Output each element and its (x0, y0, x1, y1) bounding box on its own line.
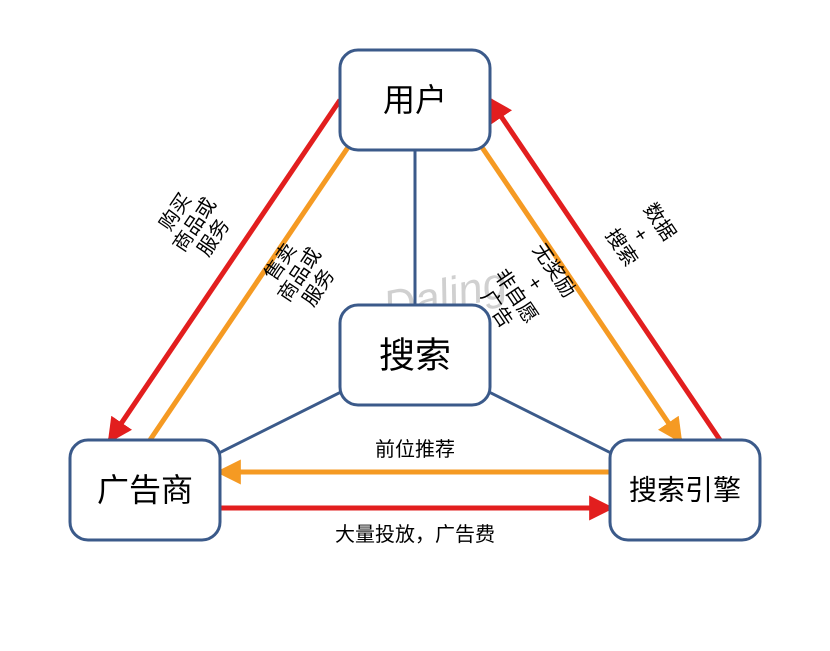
node-advertiser: 广告商 (70, 440, 220, 540)
label-red-bottom: 大量投放，广告费 (335, 523, 495, 546)
node-engine: 搜索引擎 (610, 440, 760, 540)
node-advertiser-label: 广告商 (97, 472, 193, 508)
svg-text:无奖励: 无奖励 (528, 239, 581, 302)
label-orange-left: 售卖商品或服务 (254, 231, 345, 319)
svg-text:大量投放，广告费: 大量投放，广告费 (335, 523, 495, 546)
node-engine-label: 搜索引擎 (629, 475, 741, 506)
node-user-label: 用户 (383, 82, 447, 118)
label-orange-bottom: 前位推荐 (375, 438, 455, 461)
label-red-right: 数据+搜索 (601, 199, 681, 271)
node-search: 搜索 (340, 305, 490, 405)
node-search-label: 搜索 (379, 335, 451, 376)
node-user: 用户 (340, 50, 490, 150)
label-red-left: 购买商品或服务 (149, 181, 240, 269)
svg-text:前位推荐: 前位推荐 (375, 438, 455, 461)
diagram-canvas: Daling购买商品或服务售卖商品或服务数据+搜索无奖励+非自愿广告大量投放，广… (0, 0, 830, 651)
arrow-red-right (490, 100, 720, 440)
